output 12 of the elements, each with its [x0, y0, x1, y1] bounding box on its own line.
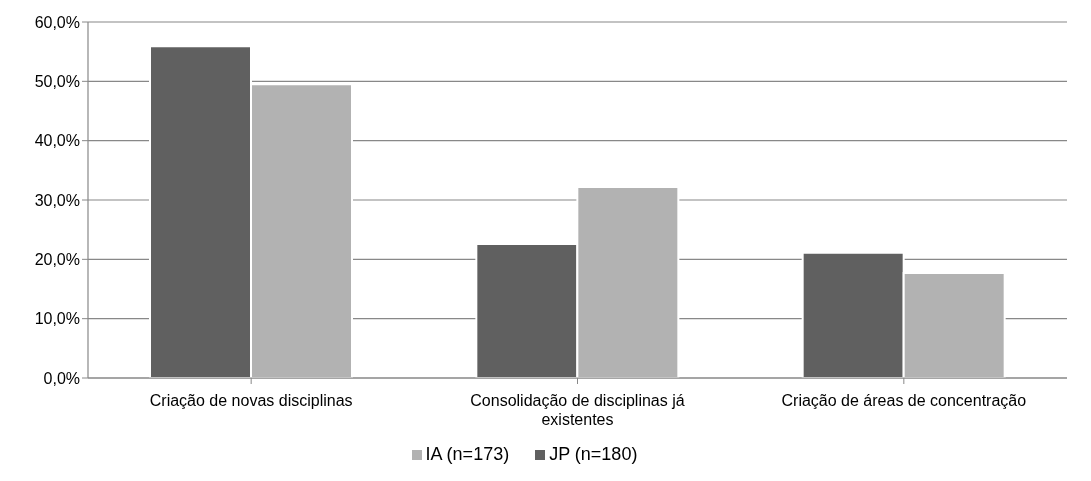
x-tick-label: Consolidação de disciplinas já existentes — [470, 392, 685, 428]
legend-label: IA (n=173) — [425, 444, 510, 464]
x-tick-label: Criação de novas disciplinas — [149, 392, 353, 409]
x-tick-label: Criação de áreas de concentração — [781, 392, 1027, 409]
y-tick-label: 10,0% — [34, 310, 80, 328]
y-tick-label: 20,0% — [34, 251, 80, 269]
y-tick-label: 0,0% — [43, 369, 80, 387]
y-tick-label: 50,0% — [34, 73, 80, 91]
y-tick-label: 40,0% — [34, 132, 80, 150]
y-tick-label: 30,0% — [34, 191, 80, 209]
legend-label: JP (n=180) — [549, 444, 638, 464]
y-tick-label: 60,0% — [34, 13, 80, 31]
